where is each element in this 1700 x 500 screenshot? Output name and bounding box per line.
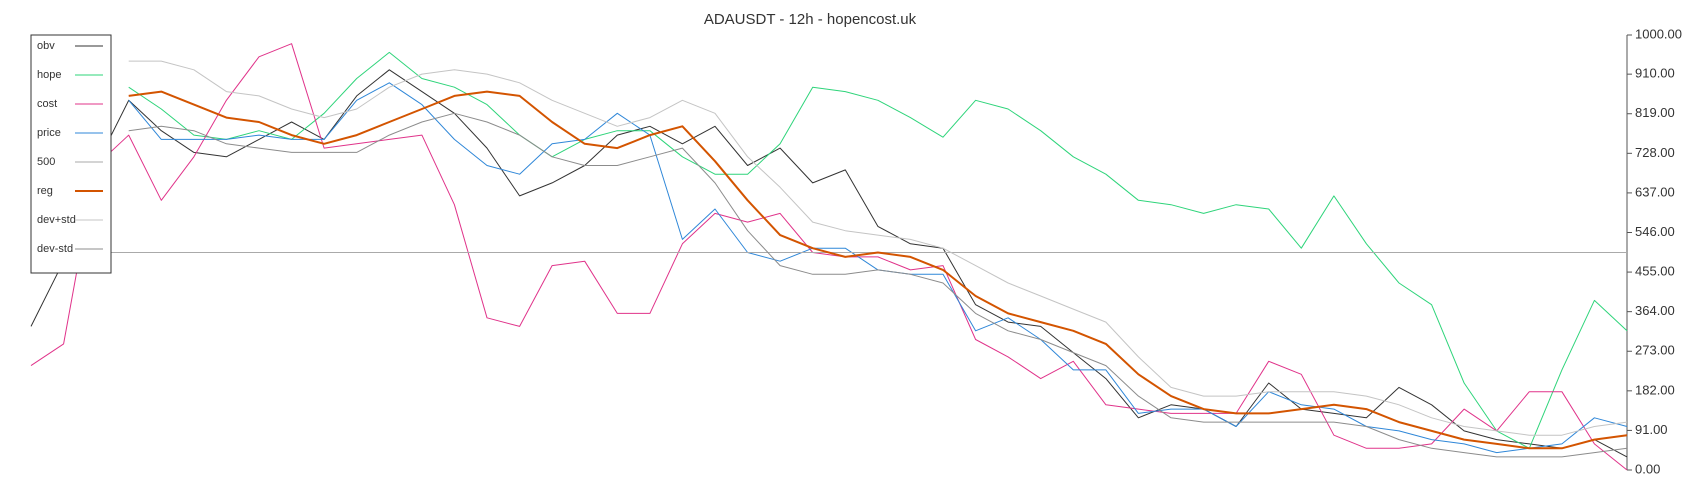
y-tick-label: 91.00 [1635, 422, 1668, 437]
y-tick-label: 273.00 [1635, 343, 1675, 358]
series-line [128, 82, 1628, 454]
series-line [128, 112, 1628, 458]
y-tick-label: 364.00 [1635, 303, 1675, 318]
legend: obv hope cost price 500 reg dev+std dev-std [30, 34, 112, 274]
series-line [30, 69, 1628, 458]
legend-label: reg [37, 185, 53, 197]
series-line [128, 51, 1628, 449]
series-line [30, 43, 1628, 471]
y-tick-label: 728.00 [1635, 145, 1675, 160]
y-tick-label: 0.00 [1635, 461, 1660, 476]
y-tick-label: 546.00 [1635, 224, 1675, 239]
legend-label: hope [37, 69, 61, 81]
legend-label: dev+std [37, 214, 76, 226]
y-tick-label: 1000.00 [1635, 26, 1682, 41]
series-line [128, 60, 1628, 436]
legend-label: dev-std [37, 243, 73, 255]
chart-title: ADAUSDT - 12h - hopencost.uk [704, 11, 917, 28]
legend-label: price [37, 127, 61, 139]
legend-label: obv [37, 40, 55, 52]
series-line [128, 90, 1628, 450]
y-tick-label: 182.00 [1635, 382, 1675, 397]
legend-label: 500 [37, 156, 55, 168]
legend-label: cost [37, 98, 57, 110]
y-tick-label: 455.00 [1635, 264, 1675, 279]
y-tick-label: 910.00 [1635, 66, 1675, 81]
y-tick-label: 637.00 [1635, 184, 1675, 199]
y-tick-label: 819.00 [1635, 105, 1675, 120]
